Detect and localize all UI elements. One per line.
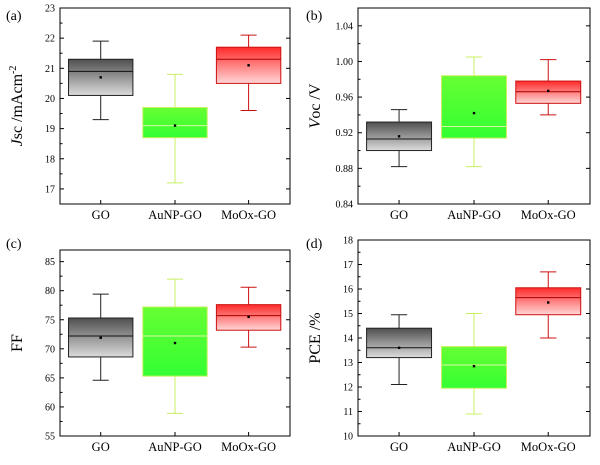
box-iqr — [441, 346, 507, 389]
box-GO — [366, 109, 433, 168]
panel-d: 10 11 12 13 14 15 16 17 18 GO AuNP-GO MoOx-GO PCE /%… — [306, 236, 591, 454]
box-iqr — [215, 304, 282, 331]
y-tick-label: 14 — [343, 334, 353, 345]
x-tick-label: GO — [92, 440, 110, 454]
y-tick-label: 19 — [45, 124, 55, 135]
y-tick-label: 12 — [343, 383, 353, 394]
box-GO — [366, 314, 433, 386]
mean-marker — [397, 135, 401, 138]
mean-marker — [99, 76, 102, 79]
y-axis-label: Jsc /mAcm-2 — [8, 66, 26, 147]
box-MoOx-GO — [515, 59, 582, 116]
y-tick-label: 60 — [45, 402, 55, 413]
mean-marker — [472, 111, 476, 115]
y-axis-label-part: V — [307, 116, 324, 128]
mean-marker — [247, 315, 250, 319]
y-axis-label-part: J — [9, 138, 26, 146]
panel-label: (d) — [306, 237, 323, 252]
box-iqr — [366, 327, 433, 359]
box-MoOx-GO — [215, 34, 282, 112]
x-tick-label: GO — [92, 208, 110, 222]
mean-marker — [173, 124, 177, 127]
y-tick-label: 75 — [45, 315, 55, 326]
y-tick-label: 55 — [45, 432, 55, 443]
panel-b: 0.84 0.88 0.92 0.96 1.00 1.04 GO AuNP-GO MoOx-GO… — [306, 7, 591, 222]
x-tick-label: MoOx-GO — [521, 208, 576, 222]
y-axis-label-part: PCE /% — [307, 312, 324, 363]
y-axis-label-part: FF — [9, 334, 26, 352]
mean-marker — [472, 364, 476, 368]
x-tick-label: AuNP-GO — [148, 440, 201, 454]
panel-label: (b) — [306, 9, 323, 24]
mean-marker — [99, 336, 102, 339]
x-tick-label: AuNP-GO — [447, 440, 500, 454]
y-tick-label: 80 — [45, 286, 55, 297]
panel-label: (c) — [6, 237, 22, 252]
panel-c: 55 60 65 70 75 80 85 GO AuNP-GO MoOx-GO FF (c) — [6, 237, 291, 454]
y-tick-label: 65 — [45, 373, 55, 384]
box-GO — [68, 293, 134, 381]
y-tick-label: 11 — [343, 407, 353, 418]
x-tick-label: GO — [390, 440, 408, 454]
y-tick-label: 22 — [45, 34, 55, 45]
box-AuNP-GO — [142, 73, 208, 184]
mean-marker — [547, 89, 550, 93]
y-tick-label: 10 — [343, 432, 353, 443]
box-iqr — [142, 107, 208, 139]
box-GO — [68, 40, 134, 121]
box-AuNP-GO — [142, 278, 208, 414]
y-tick-label: 18 — [45, 154, 55, 165]
y-axis-label-part: oc /V — [307, 83, 324, 119]
y-tick-label: 21 — [45, 64, 55, 75]
y-tick-label: 17 — [45, 184, 55, 195]
y-axis-label: FF — [9, 334, 26, 352]
y-axis-label-part: -2 — [8, 66, 19, 74]
x-tick-label: AuNP-GO — [148, 208, 201, 222]
y-tick-label: 15 — [343, 309, 353, 320]
y-tick-label: 0.88 — [336, 164, 354, 175]
y-tick-label: 1.04 — [336, 21, 354, 32]
y-tick-label: 0.84 — [336, 200, 354, 211]
panel-label: (a) — [6, 9, 22, 24]
box-AuNP-GO — [441, 56, 507, 168]
y-tick-label: 0.92 — [336, 128, 354, 139]
y-axis-label-part: sc /mAcm — [9, 73, 26, 139]
mean-marker — [247, 64, 250, 67]
box-iqr — [142, 306, 208, 377]
mean-marker — [397, 346, 401, 349]
y-axis-label: Voc /V — [307, 83, 324, 128]
y-tick-label: 16 — [343, 285, 353, 296]
y-tick-label: 13 — [343, 358, 353, 369]
x-tick-label: MoOx-GO — [521, 440, 576, 454]
y-tick-label: 0.96 — [336, 93, 354, 104]
y-axis-label: PCE /% — [307, 312, 324, 363]
box-AuNP-GO — [441, 313, 507, 415]
x-tick-label: AuNP-GO — [447, 208, 500, 222]
y-tick-label: 1.00 — [336, 57, 354, 68]
y-tick-label: 17 — [343, 260, 353, 271]
mean-marker — [547, 301, 550, 304]
x-tick-label: GO — [390, 208, 408, 222]
mean-marker — [173, 341, 177, 345]
y-tick-label: 20 — [45, 94, 55, 105]
x-tick-label: MoOx-GO — [221, 440, 276, 454]
box-iqr — [441, 75, 507, 139]
box-MoOx-GO — [215, 286, 282, 348]
panel-a: 17 18 19 20 21 22 23 GO AuNP-GO MoOx-GO Jsc /mAcm-… — [6, 4, 291, 222]
x-tick-label: MoOx-GO — [221, 208, 276, 222]
y-tick-label: 70 — [45, 344, 55, 355]
y-tick-label: 18 — [343, 236, 353, 247]
y-tick-label: 85 — [45, 257, 55, 268]
box-MoOx-GO — [515, 271, 582, 339]
box-iqr — [515, 287, 582, 316]
y-tick-label: 23 — [45, 4, 55, 15]
